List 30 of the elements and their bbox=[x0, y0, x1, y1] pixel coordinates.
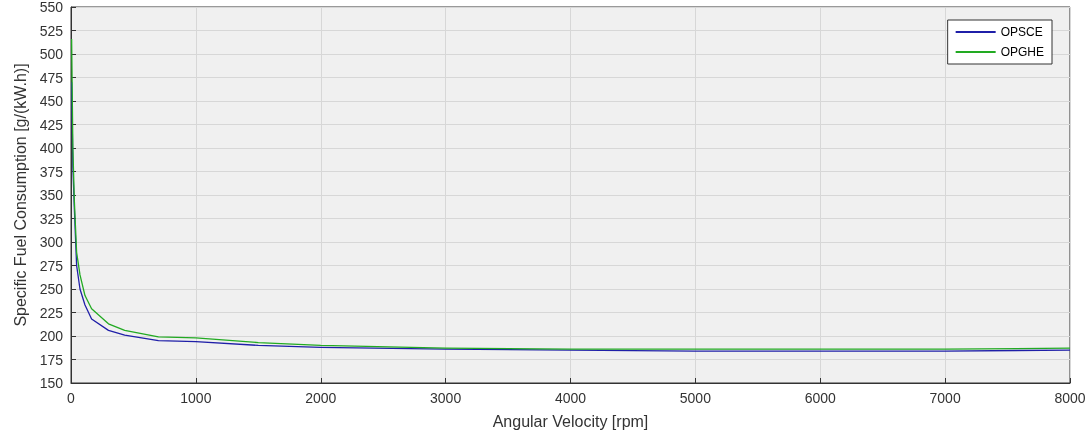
x-axis-title: Angular Velocity [rpm] bbox=[492, 412, 649, 430]
y-tick-label: 300 bbox=[39, 234, 64, 250]
y-tick-label: 550 bbox=[39, 0, 64, 15]
y-axis-title: Specific Fuel Consumption [g/(kW.h)] bbox=[12, 63, 30, 327]
x-tick-label: 3000 bbox=[430, 390, 462, 406]
y-tick-label: 375 bbox=[39, 163, 64, 180]
legend-label: OPGHE bbox=[1000, 45, 1044, 59]
x-tick-label: 4000 bbox=[554, 390, 587, 406]
y-tick-label: 525 bbox=[39, 22, 64, 39]
legend-label: OPSCE bbox=[1000, 25, 1043, 39]
x-tick-label: 5000 bbox=[679, 390, 712, 406]
y-tick-label: 325 bbox=[39, 210, 64, 227]
y-tick-label: 350 bbox=[39, 187, 64, 203]
x-tick-label: 1000 bbox=[180, 390, 212, 406]
y-tick-label: 200 bbox=[39, 328, 64, 344]
y-tick-label: 400 bbox=[39, 140, 64, 156]
y-tick-label: 250 bbox=[39, 281, 64, 297]
x-tick-label: 7000 bbox=[929, 390, 961, 406]
x-tick-label: 0 bbox=[67, 390, 76, 406]
y-tick-label: 475 bbox=[39, 69, 64, 86]
x-tick-label: 2000 bbox=[305, 390, 337, 406]
y-tick-label: 225 bbox=[39, 304, 64, 321]
x-tick-label: 8000 bbox=[1054, 390, 1086, 406]
y-tick-label: 175 bbox=[39, 351, 64, 368]
y-tick-label: 500 bbox=[39, 46, 64, 62]
y-tick-label: 150 bbox=[39, 375, 64, 391]
y-tick-label: 275 bbox=[39, 257, 64, 274]
y-tick-label: 425 bbox=[39, 116, 64, 133]
x-tick-label: 6000 bbox=[804, 390, 837, 406]
y-tick-label: 450 bbox=[39, 93, 64, 109]
